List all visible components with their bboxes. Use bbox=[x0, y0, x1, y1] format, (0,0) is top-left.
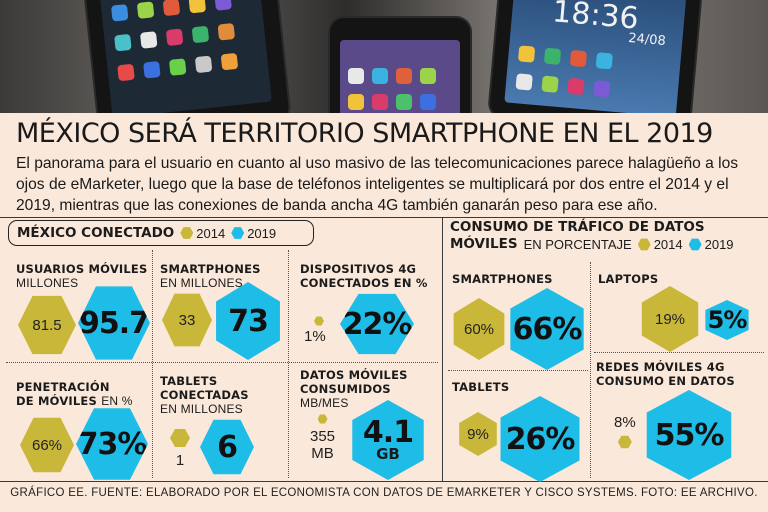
header-photo: 18:36 24/08 bbox=[0, 0, 768, 113]
divider bbox=[0, 481, 768, 482]
hex-2014-penetracion: 66% bbox=[20, 417, 74, 473]
phone-middle-image bbox=[330, 18, 470, 113]
hex-2019-traffic-smartphones: 66% bbox=[510, 288, 584, 370]
source-footer: GRÁFICO EE. FUENTE: ELABORADO POR EL ECO… bbox=[10, 487, 758, 499]
hex-2019-tablets: 6 bbox=[200, 419, 254, 475]
intro-paragraph: El panorama para el usuario en cuanto al… bbox=[16, 155, 739, 214]
divider bbox=[594, 352, 764, 353]
hex-2014-traffic-tablets: 9% bbox=[459, 412, 497, 456]
value-2014-datos: 355 MB bbox=[310, 414, 335, 462]
metric-label-tablets: TABLETS CONECTADAS EN MILLONES bbox=[160, 374, 249, 416]
hexagon-icon bbox=[317, 414, 328, 424]
hex-2019-datos: 4.1 GB bbox=[352, 400, 424, 480]
section-unit: EN PORCENTAJE bbox=[523, 237, 632, 252]
hexagon-icon bbox=[637, 238, 651, 251]
traffic-label-tablets: TABLETS bbox=[452, 380, 510, 394]
phone-left-image bbox=[84, 0, 290, 113]
hex-2019-dispositivos: 22% bbox=[340, 293, 414, 355]
hex-2014-traffic-laptops: 19% bbox=[641, 286, 699, 352]
metric-label-usuarios: USUARIOS MÓVILES MILLONES bbox=[16, 262, 148, 290]
traffic-label-smartphones: SMARTPHONES bbox=[452, 272, 553, 286]
divider bbox=[448, 370, 588, 371]
hex-2019-smartphones: 73 bbox=[216, 282, 280, 360]
hexagon-icon bbox=[180, 227, 194, 239]
hex-2019-traffic-tablets: 26% bbox=[500, 396, 580, 482]
divider bbox=[0, 217, 768, 218]
phone-right-image: 18:36 24/08 bbox=[489, 0, 701, 113]
hexagon-icon bbox=[231, 227, 245, 239]
legend-2014: 2014 bbox=[180, 226, 225, 241]
phone-clock-date: 24/08 bbox=[627, 30, 667, 50]
divider bbox=[590, 262, 591, 478]
divider bbox=[6, 362, 438, 363]
section-header-consumo: CONSUMO DE TRÁFICO DE DATOS MÓVILES EN P… bbox=[450, 219, 766, 253]
hex-2019-traffic-redes: 55% bbox=[646, 390, 732, 480]
hex-2014-usuarios: 81.5 bbox=[18, 295, 76, 355]
hexagon-icon bbox=[170, 429, 190, 447]
divider bbox=[288, 250, 289, 478]
value-2014-dispositivos: 1% bbox=[304, 316, 326, 345]
traffic-label-redes: REDES MÓVILES 4G CONSUMO EN DATOS bbox=[596, 360, 735, 388]
metric-label-datos: DATOS MÓVILES CONSUMIDOS MB/MES bbox=[300, 368, 408, 410]
section-header-mexico-conectado: MÉXICO CONECTADO 2014 2019 bbox=[8, 220, 314, 246]
hexagon-icon bbox=[314, 316, 324, 326]
hex-2019-usuarios: 95.7 bbox=[78, 286, 150, 360]
hexagon-icon bbox=[617, 435, 632, 449]
section-title-line1: CONSUMO DE TRÁFICO DE DATOS bbox=[450, 219, 705, 235]
legend-2019: 2019 bbox=[231, 226, 276, 241]
section-title: MÉXICO CONECTADO bbox=[17, 225, 175, 241]
metric-label-dispositivos: DISPOSITIVOS 4G CONECTADOS EN % bbox=[300, 262, 428, 290]
page-title: MÉXICO SERÁ TERRITORIO SMARTPHONE EN EL … bbox=[16, 118, 713, 149]
hexagon-icon bbox=[688, 238, 702, 251]
traffic-label-laptops: LAPTOPS bbox=[598, 272, 659, 286]
legend-2014: 2014 bbox=[637, 236, 683, 253]
divider bbox=[152, 250, 153, 478]
section-title-line2: MÓVILES bbox=[450, 236, 518, 252]
phone-clock-time: 18:36 bbox=[550, 0, 641, 37]
metric-label-smartphones: SMARTPHONES EN MILLONES bbox=[160, 262, 261, 290]
divider bbox=[442, 217, 443, 482]
value-2014-traffic-redes: 8% bbox=[614, 414, 636, 449]
metric-label-penetracion: PENETRACIÓN DE MÓVILES EN % bbox=[16, 380, 133, 408]
hex-2019-penetracion: 73% bbox=[76, 408, 148, 480]
legend-2019: 2019 bbox=[688, 236, 734, 253]
hex-2019-traffic-laptops: 5% bbox=[705, 300, 749, 340]
hex-2014-smartphones: 33 bbox=[162, 293, 212, 347]
value-2014-tablets: 1 bbox=[170, 428, 190, 469]
hex-2014-traffic-smartphones: 60% bbox=[453, 298, 505, 360]
